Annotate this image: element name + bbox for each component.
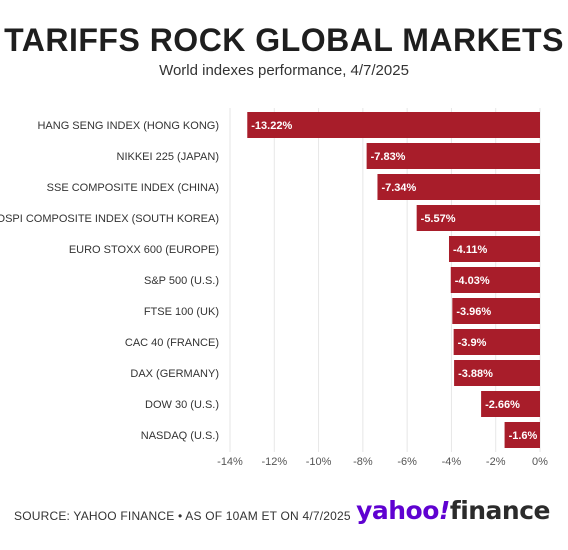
data-label: -4.03% bbox=[455, 275, 490, 287]
bar bbox=[416, 205, 540, 231]
data-label: -1.6% bbox=[509, 430, 538, 442]
data-label: -4.11% bbox=[453, 244, 487, 256]
x-tick-label: -6% bbox=[397, 456, 417, 468]
category-label: DOW 30 (U.S.) bbox=[145, 399, 219, 411]
source-note: SOURCE: YAHOO FINANCE • AS OF 10AM ET ON… bbox=[14, 509, 351, 523]
x-tick-label: -4% bbox=[442, 456, 462, 468]
x-axis-ticks: -14% -12% -10% -8% -6% -4% -2% 0% bbox=[217, 456, 548, 468]
category-label: NIKKEI 225 (JAPAN) bbox=[117, 151, 220, 163]
data-label: -3.9% bbox=[458, 337, 487, 349]
data-label: -2.66% bbox=[485, 399, 520, 411]
data-label: -3.96% bbox=[456, 306, 491, 318]
bar bbox=[247, 112, 540, 138]
bar bbox=[448, 236, 540, 262]
bar bbox=[452, 298, 540, 324]
category-label: EURO STOXX 600 (EUROPE) bbox=[69, 244, 219, 256]
bar bbox=[453, 329, 540, 355]
chart-title: TARIFFS ROCK GLOBAL MARKETS bbox=[4, 22, 564, 58]
data-label: -13.22% bbox=[251, 120, 292, 132]
logo-finance: finance bbox=[449, 496, 551, 525]
x-tick-label: -10% bbox=[306, 456, 332, 468]
chart-subtitle: World indexes performance, 4/7/2025 bbox=[159, 62, 409, 79]
category-label: CAC 40 (FRANCE) bbox=[125, 337, 219, 349]
x-tick-label: 0% bbox=[532, 456, 548, 468]
bar bbox=[366, 143, 540, 169]
data-label: -5.57% bbox=[421, 213, 456, 225]
logo-bang: ! bbox=[438, 496, 450, 525]
bars: -13.22% -7.83% -7.34% -5.57% -4.11% -4.03% -3.… bbox=[247, 112, 540, 448]
bar-chart: -13.22% -7.83% -7.34% -5.57% -4.11% -4.03% -3.… bbox=[0, 108, 548, 468]
x-tick-label: -14% bbox=[217, 456, 243, 468]
category-label: NASDAQ (U.S.) bbox=[141, 430, 219, 442]
bar bbox=[504, 422, 540, 448]
data-label: -3.88% bbox=[458, 368, 493, 380]
category-labels: HANG SENG INDEX (HONG KONG) NIKKEI 225 (J… bbox=[0, 120, 219, 442]
data-label: -7.83% bbox=[371, 151, 406, 163]
bar bbox=[481, 391, 540, 417]
category-label: HANG SENG INDEX (HONG KONG) bbox=[37, 120, 219, 132]
data-label: -7.34% bbox=[381, 182, 416, 194]
logo-yahoo: yahoo bbox=[356, 496, 439, 525]
category-label: DAX (GERMANY) bbox=[130, 368, 219, 380]
category-label: KOSPI COMPOSITE INDEX (SOUTH KOREA) bbox=[0, 213, 219, 225]
x-tick-label: -8% bbox=[353, 456, 373, 468]
x-tick-label: -12% bbox=[261, 456, 287, 468]
category-label: FTSE 100 (UK) bbox=[144, 306, 219, 318]
bar bbox=[450, 267, 540, 293]
bar bbox=[454, 360, 540, 386]
category-label: S&P 500 (U.S.) bbox=[144, 275, 219, 287]
x-tick-label: -2% bbox=[486, 456, 506, 468]
bar bbox=[377, 174, 540, 200]
category-label: SSE COMPOSITE INDEX (CHINA) bbox=[47, 182, 219, 194]
yahoo-finance-logo: yahoo!finance bbox=[356, 496, 550, 525]
